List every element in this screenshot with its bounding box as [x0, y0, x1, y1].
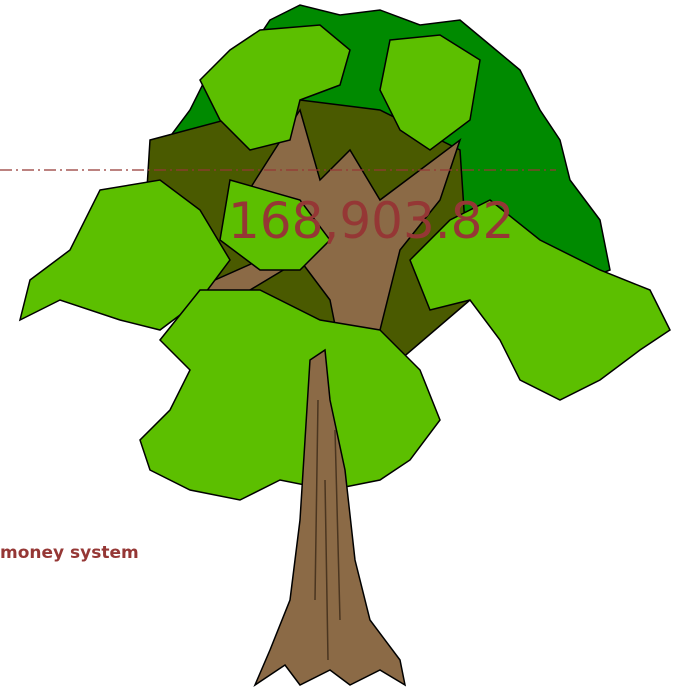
- page: 168,903.82 money system (() => { const d…: [0, 0, 679, 690]
- amount-label: 168,903.82: [228, 192, 514, 250]
- caption-label: money system: [0, 543, 139, 563]
- tree-figure: 168,903.82 money system: [0, 0, 679, 690]
